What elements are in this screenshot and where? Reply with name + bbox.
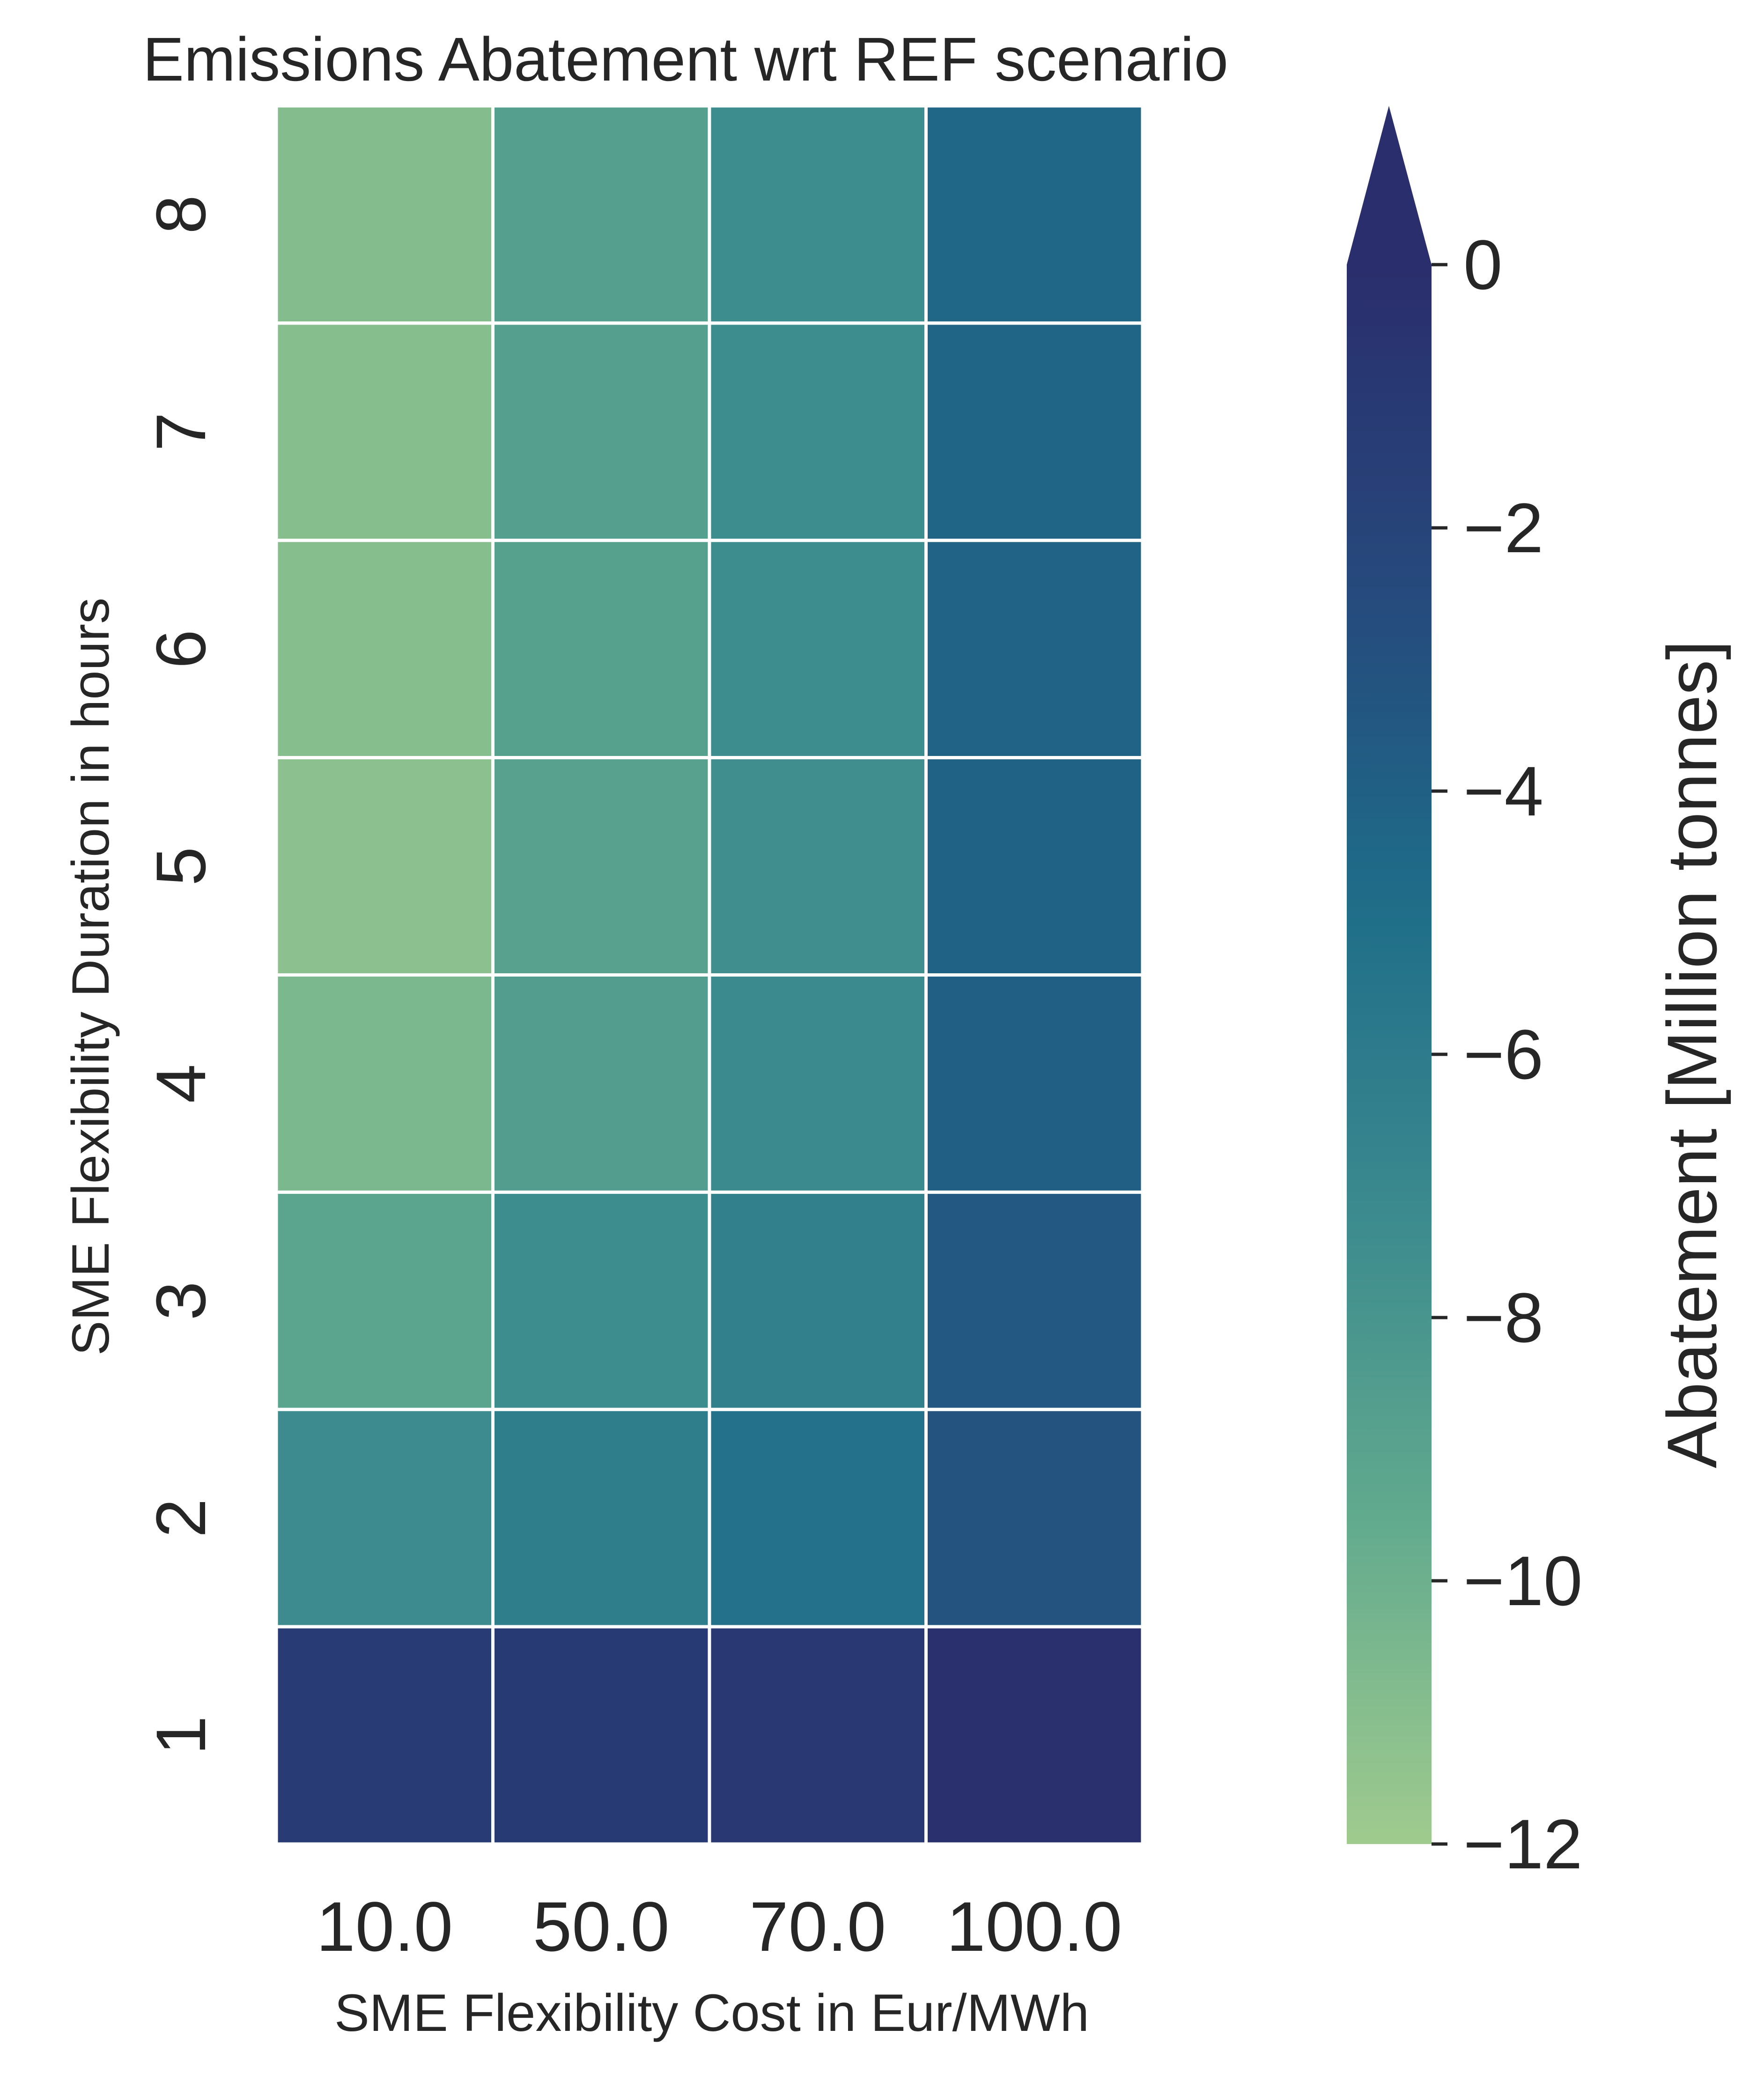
heatmap-cell <box>708 321 928 542</box>
y-axis-label: SME Flexibility Duration in hours <box>61 598 120 1355</box>
x-tick-label: 10.0 <box>316 1887 453 1966</box>
heatmap-cell <box>274 321 495 542</box>
heatmap-cell <box>708 756 928 977</box>
x-tick-label: 50.0 <box>533 1887 670 1966</box>
heatmap-cell <box>274 1407 495 1629</box>
heatmap-cell <box>924 539 1144 760</box>
y-tick-labels: 8 7 6 5 4 3 2 1 <box>141 195 220 1755</box>
heatmap-cell <box>708 1190 928 1411</box>
x-tick-labels: 10.0 50.0 70.0 100.0 <box>316 1887 1122 1966</box>
heatmap-cell <box>274 756 495 977</box>
colorbar-tick-label: −4 <box>1463 752 1543 830</box>
y-tick-label: 4 <box>141 1064 220 1103</box>
y-tick-label: 6 <box>141 630 220 668</box>
heatmap-cell <box>708 539 928 760</box>
heatmap-cell <box>491 539 711 760</box>
heatmap-cell <box>924 321 1144 542</box>
colorbar-tick-label: −6 <box>1463 1015 1543 1094</box>
heatmap-cell <box>491 104 711 325</box>
colorbar-tick-label: −10 <box>1463 1541 1582 1620</box>
y-tick-label: 5 <box>141 847 220 886</box>
heatmap-cell <box>491 973 711 1194</box>
heatmap-cell <box>274 539 495 760</box>
y-tick-label: 3 <box>141 1281 220 1320</box>
heatmap-cell <box>708 973 928 1194</box>
x-tick-label: 100.0 <box>946 1887 1122 1966</box>
heatmap-cells <box>274 104 1144 1846</box>
colorbar-gradient <box>1347 265 1432 1844</box>
x-axis-label: SME Flexibility Cost in Eur/MWh <box>334 1984 1089 2042</box>
heatmap-cell <box>491 1625 711 1846</box>
y-tick-label: 1 <box>141 1716 220 1755</box>
y-tick-label: 7 <box>141 412 220 451</box>
colorbar-tick-label: −8 <box>1463 1278 1543 1357</box>
x-tick-label: 70.0 <box>749 1887 886 1966</box>
heatmap-cell <box>491 1407 711 1629</box>
colorbar-label: Abatement [Million tonnes] <box>1653 640 1731 1468</box>
heatmap-cell <box>274 973 495 1194</box>
chart-title: Emissions Abatement wrt REF scenario <box>143 25 1228 94</box>
heatmap-cell <box>491 321 711 542</box>
heatmap-cell <box>924 1190 1144 1411</box>
heatmap-cell <box>491 1190 711 1411</box>
heatmap-cell <box>708 104 928 325</box>
colorbar: 0 −2 −4 −6 −8 −10 −12 Abatement [Million tonne… <box>1347 106 1731 1883</box>
colorbar-ticks: 0 −2 −4 −6 −8 −10 −12 <box>1432 225 1582 1883</box>
heatmap-cell <box>924 756 1144 977</box>
heatmap-cell <box>924 1625 1144 1846</box>
heatmap-cell <box>708 1625 928 1846</box>
heatmap-cell <box>274 1190 495 1411</box>
y-tick-label: 2 <box>141 1498 220 1537</box>
colorbar-tick-label: 0 <box>1463 225 1502 304</box>
y-tick-label: 8 <box>141 195 220 234</box>
heatmap-cell <box>274 104 495 325</box>
colorbar-tick-label: −12 <box>1463 1805 1582 1883</box>
heatmap-cell <box>708 1407 928 1629</box>
heatmap-cell <box>924 973 1144 1194</box>
heatmap-cell <box>491 756 711 977</box>
colorbar-tick-label: −2 <box>1463 489 1543 567</box>
colorbar-extend-arrow <box>1347 106 1432 265</box>
heatmap-cell <box>274 1625 495 1846</box>
heatmap-cell <box>924 104 1144 325</box>
heatmap-cell <box>924 1407 1144 1629</box>
